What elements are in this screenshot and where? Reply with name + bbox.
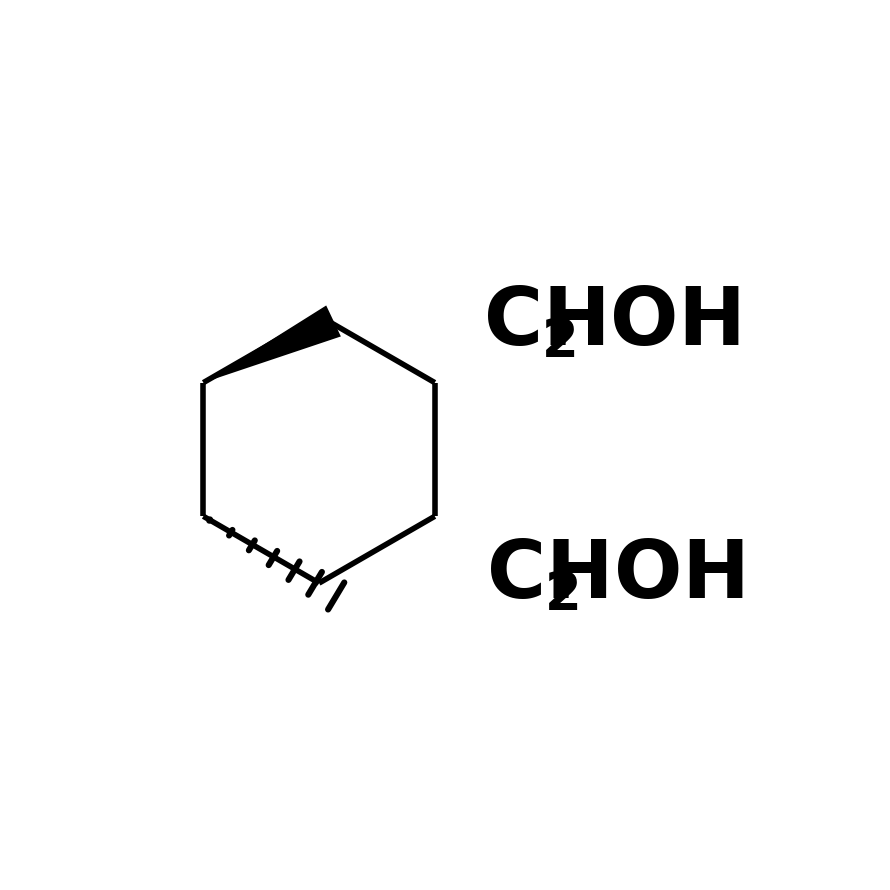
Text: OH: OH — [611, 284, 746, 361]
Polygon shape — [203, 305, 341, 383]
Text: CH: CH — [487, 538, 613, 615]
Text: OH: OH — [614, 538, 749, 615]
Text: 2: 2 — [542, 316, 578, 368]
Text: 2: 2 — [546, 570, 582, 621]
Text: CH: CH — [483, 284, 610, 361]
